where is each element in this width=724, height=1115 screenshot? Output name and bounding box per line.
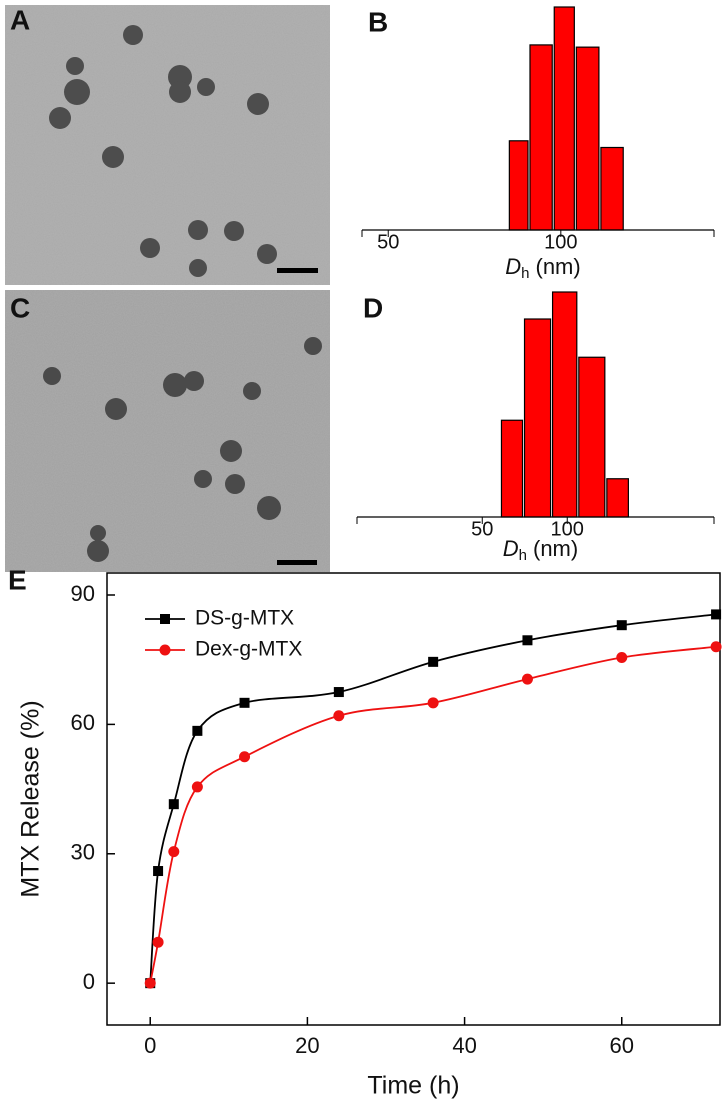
bar <box>551 291 578 518</box>
tem-image-c: C <box>5 290 330 572</box>
legend-label: DS-g-MTX <box>195 607 294 630</box>
panel-label: C <box>10 292 30 323</box>
data-point <box>153 866 164 877</box>
bar <box>523 318 552 518</box>
data-point <box>144 977 156 989</box>
label-symbol: D <box>503 536 519 561</box>
panel-label: E <box>8 564 27 595</box>
label-unit: (nm) <box>536 254 581 279</box>
x-tick-label: 60 <box>610 1033 634 1058</box>
data-point <box>152 936 164 948</box>
x-tick-label: 40 <box>452 1033 476 1058</box>
chart-panel: 0 30 60 90 0 20 40 60 Time (h) MTX Release (%) E DS… <box>8 564 722 1100</box>
legend-marker <box>159 644 171 656</box>
data-point <box>427 697 439 709</box>
series-line <box>149 613 717 984</box>
x-tick-label: 50 <box>377 231 399 253</box>
y-tick-label: 30 <box>71 840 95 865</box>
panel-label: A <box>10 4 30 35</box>
data-point <box>710 641 722 653</box>
bar <box>575 46 600 231</box>
x-tick-label: 0 <box>144 1033 156 1058</box>
chart-panel: 50 100 Dh (nm) B <box>361 6 715 282</box>
chart-panel: 50 100 Dh (nm) D <box>356 291 715 564</box>
legend-label: Dex-g-MTX <box>195 638 302 661</box>
data-point <box>239 697 250 708</box>
bar <box>553 6 575 231</box>
data-point <box>192 725 203 736</box>
data-point <box>168 799 179 810</box>
label-unit: (nm) <box>533 536 578 561</box>
bar <box>508 140 529 231</box>
bar <box>606 478 629 518</box>
data-point <box>521 673 533 685</box>
x-axis-label: Dh (nm) <box>505 254 580 282</box>
bar <box>500 419 524 518</box>
y-tick-label: 60 <box>71 710 95 735</box>
tem-image-a: A <box>5 4 330 285</box>
data-point <box>333 710 345 722</box>
x-tick-label: 100 <box>551 518 584 540</box>
data-point <box>168 846 180 858</box>
data-point <box>616 652 628 664</box>
data-point <box>616 620 627 631</box>
data-point <box>522 635 533 646</box>
data-point <box>191 781 203 793</box>
x-tick-label: 20 <box>295 1033 319 1058</box>
data-point <box>333 687 344 698</box>
bar <box>578 356 606 518</box>
label-symbol: D <box>505 254 521 279</box>
data-point <box>711 609 722 620</box>
y-tick-label: 90 <box>71 581 95 606</box>
bar <box>600 146 624 231</box>
x-tick-label: 100 <box>544 231 577 253</box>
plot-frame <box>106 572 721 1026</box>
label-subscript: h <box>519 547 527 564</box>
series-line <box>149 645 717 984</box>
x-axis-label: Dh (nm) <box>503 536 578 564</box>
panel-label: D <box>363 292 383 323</box>
legend-marker <box>160 614 170 624</box>
bar <box>529 44 553 231</box>
data-point <box>239 751 251 763</box>
data-point <box>428 656 439 667</box>
x-tick-label: 50 <box>471 518 493 540</box>
label-subscript: h <box>521 265 529 282</box>
y-axis-label: MTX Release (%) <box>17 700 45 897</box>
y-tick-label: 0 <box>83 969 95 994</box>
panel-label: B <box>368 6 388 37</box>
x-axis-label: Time (h) <box>367 1072 459 1100</box>
